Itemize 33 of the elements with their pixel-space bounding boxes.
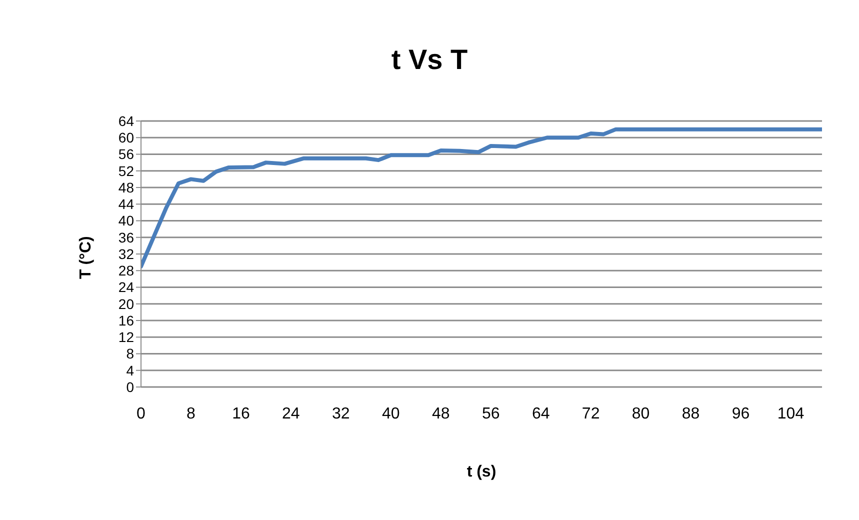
y-tick-label: 0 <box>126 378 134 395</box>
x-tick-label: 56 <box>482 405 500 422</box>
x-tick-label: 88 <box>682 405 700 422</box>
y-tick-label: 32 <box>118 246 134 262</box>
y-tick-label: 8 <box>126 346 134 362</box>
y-tick-label: 48 <box>118 179 134 196</box>
y-tick-label: 12 <box>118 329 134 346</box>
x-tick-label: 72 <box>582 405 600 422</box>
y-tick-label: 64 <box>118 112 134 129</box>
y-tick-label: 28 <box>118 262 134 279</box>
y-tick-label: 40 <box>118 212 134 229</box>
x-tick-label: 80 <box>632 405 650 422</box>
x-tick-label: 104 <box>777 405 804 422</box>
chart-title: t Vs T <box>390 44 469 76</box>
x-tick-label: 40 <box>382 405 400 422</box>
x-tick-label: 48 <box>432 405 450 422</box>
x-tick-label: 64 <box>532 405 550 422</box>
x-tick-label: 8 <box>186 405 196 422</box>
y-tick-label: 20 <box>118 296 134 312</box>
y-tick-label: 24 <box>118 279 134 296</box>
x-axis-title: t (s) <box>466 463 496 480</box>
x-tick-label: 96 <box>732 405 750 422</box>
y-axis-title: T (°C) <box>78 236 95 279</box>
x-tick-label: 16 <box>232 405 250 422</box>
y-tick-label: 44 <box>118 196 134 212</box>
y-tick-label: 52 <box>118 162 134 179</box>
x-tick-label: 24 <box>282 405 300 422</box>
x-tick-label: 32 <box>332 405 350 422</box>
y-tick-label: 16 <box>118 312 134 328</box>
y-tick-label: 60 <box>118 130 134 146</box>
y-tick-label: 56 <box>118 146 134 162</box>
y-tick-label: 4 <box>126 362 134 378</box>
y-tick-label: 36 <box>118 229 134 246</box>
